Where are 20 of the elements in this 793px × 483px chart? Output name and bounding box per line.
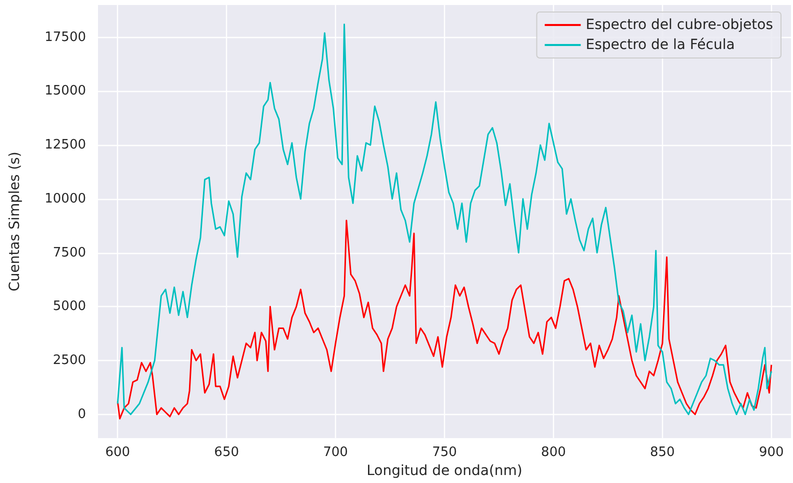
x-tick-label: 800 <box>541 445 566 460</box>
y-axis-title: Cuentas Simples (s) <box>7 152 23 292</box>
line-series <box>116 220 772 420</box>
x-tick-label: 850 <box>650 445 675 460</box>
y-tick-label: 0 <box>78 406 86 422</box>
x-tick-label: 700 <box>323 445 348 460</box>
y-tick-label: 10000 <box>44 191 86 206</box>
y-tick-label: 2500 <box>52 353 86 368</box>
legend-label: Espectro del cubre-objetos <box>586 17 773 33</box>
y-tick-label: 7500 <box>52 245 86 260</box>
x-tick-label: 650 <box>214 445 239 460</box>
y-tick-label: 15000 <box>44 84 86 99</box>
y-tick-label: 17500 <box>44 30 86 45</box>
x-tick-label: 600 <box>105 445 130 460</box>
y-tick-label: 12500 <box>44 138 86 153</box>
y-tick-label: 5000 <box>52 299 86 314</box>
x-tick-label: 900 <box>758 445 784 460</box>
legend-label: Espectro de la Fécula <box>586 37 735 53</box>
x-tick-label: 750 <box>432 445 457 460</box>
x-axis-title: Longitud de onda(nm) <box>366 463 522 479</box>
